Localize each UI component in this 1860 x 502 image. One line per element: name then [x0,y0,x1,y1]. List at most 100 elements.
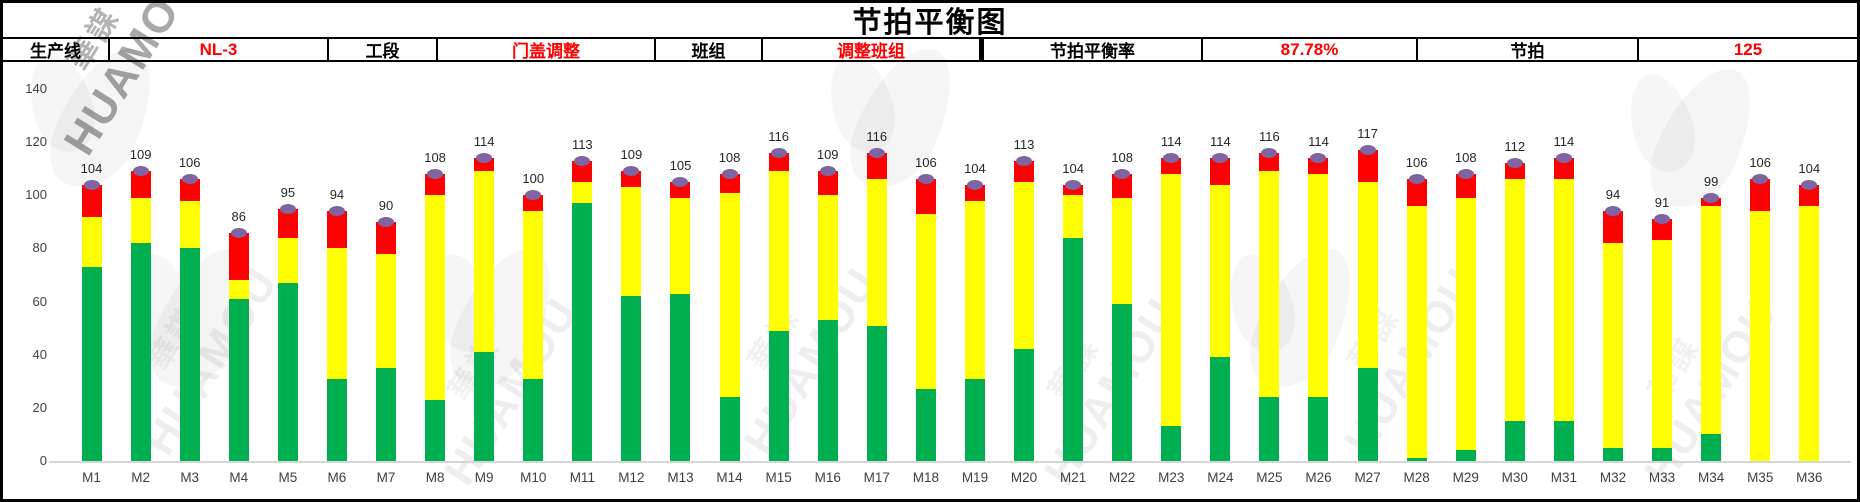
bar-green-segment [817,320,838,461]
takt-marker [1310,153,1327,164]
bar-yellow-segment [572,182,593,204]
takt-marker [1604,206,1621,217]
bar-slot-M20: 113 [999,62,1048,461]
bar-red-segment [768,152,789,172]
bar-green-segment [915,389,936,461]
bar-green-segment [1504,421,1525,461]
bar-yellow-segment [1799,205,1820,461]
bar-red-segment [572,160,593,183]
info-cell-value-7: 87.78% [1203,39,1418,60]
bar-red-segment [1652,219,1673,241]
total-data-label: 108 [424,150,446,166]
bar-green-segment [474,352,495,461]
takt-marker [378,216,394,227]
bar-slot-M23: 114 [1147,62,1196,461]
bar-yellow-segment [1701,205,1722,435]
bar-yellow-segment [670,197,691,294]
x-label-M34: M34 [1697,470,1725,485]
takt-marker [1752,174,1769,185]
bar-slot-M35: 106 [1736,62,1785,461]
x-label-M32: M32 [1599,470,1627,485]
takt-marker [427,169,444,180]
x-label-M31: M31 [1550,470,1578,485]
bar-slot-M4: 86 [214,62,263,461]
total-data-label: 108 [1111,150,1134,166]
takt-marker [819,166,836,177]
x-label-M26: M26 [1305,470,1332,485]
bar-green-segment [719,397,740,461]
bar-slot-M27: 117 [1343,62,1392,461]
total-data-label: 116 [768,128,789,144]
total-data-label: 116 [866,128,888,144]
bar-yellow-segment [719,192,740,398]
bar-yellow-segment [523,211,544,379]
x-label-M13: M13 [667,470,694,485]
bar-slot-M10: 100 [509,62,558,461]
total-data-label: 116 [1259,128,1280,144]
takt-marker [476,153,493,164]
bar-red-segment [1553,158,1574,180]
y-tick-label: 140 [25,81,47,97]
takt-marker [1114,169,1131,180]
x-label-M28: M28 [1403,470,1430,485]
bar-green-segment [1161,426,1182,461]
bar-red-segment [376,221,396,254]
chart-region: 0 20 40 60 80 100 120 140 104 109 106 86 95 94 90 108 1… [3,62,1857,499]
takt-marker [721,169,738,180]
bar-slot-M9: 114 [460,62,509,461]
x-label-M8: M8 [425,470,445,485]
bar-yellow-segment [1210,184,1231,358]
bar-slot-M6: 94 [312,62,361,461]
takt-marker [1163,153,1180,164]
bar-green-segment [1063,237,1084,461]
info-cell-label-0: 生产线 [3,39,110,60]
bar-yellow-segment [474,171,495,353]
bar-yellow-segment [768,171,789,331]
total-data-label: 104 [1062,160,1084,176]
bar-slot-M17: 116 [852,62,901,461]
takt-marker [868,147,885,158]
x-label-M4: M4 [229,470,249,485]
bar-yellow-segment [425,195,446,400]
bar-green-segment [130,243,151,461]
bar-slot-M22: 108 [1098,62,1147,461]
takt-marker [966,179,983,190]
total-data-label: 109 [129,147,152,163]
bar-slot-M33: 91 [1638,62,1687,461]
takt-marker [1359,145,1376,156]
bar-green-segment [1553,421,1574,461]
bar-green-segment [1112,304,1133,461]
bar-slot-M32: 94 [1588,62,1637,461]
takt-marker [1261,147,1278,158]
takt-marker [1212,153,1229,164]
total-data-label: 105 [669,158,692,174]
takt-marker [917,174,934,185]
bar-yellow-segment [1455,197,1476,451]
bar-red-segment [915,179,936,214]
bar-green-segment [179,248,200,461]
x-label-M18: M18 [912,470,939,485]
bar-green-segment [1602,447,1623,461]
bar-slot-M7: 90 [361,62,410,461]
y-tick-label: 0 [39,453,47,468]
bar-slot-M1: 104 [67,62,116,461]
bar-red-segment [1357,150,1378,183]
bar-red-segment [1210,158,1231,185]
bar-slot-M12: 109 [607,62,656,461]
total-data-label: 90 [378,197,394,213]
total-data-label: 113 [1013,136,1035,152]
bar-yellow-segment [1259,171,1280,398]
bar-slot-M5: 95 [263,62,312,461]
total-data-label: 95 [280,184,296,200]
bar-slot-M15: 116 [754,62,803,461]
x-label-M2: M2 [131,470,150,485]
total-data-label: 99 [1703,173,1719,189]
bar-red-segment [817,171,838,196]
bar-slot-M3: 106 [165,62,214,461]
bar-green-segment [81,267,102,461]
bar-yellow-segment [228,280,249,299]
bar-slot-M21: 104 [1049,62,1098,461]
bar-slot-M24: 114 [1196,62,1245,461]
bar-slot-M8: 108 [411,62,460,461]
bar-green-segment [670,293,691,461]
